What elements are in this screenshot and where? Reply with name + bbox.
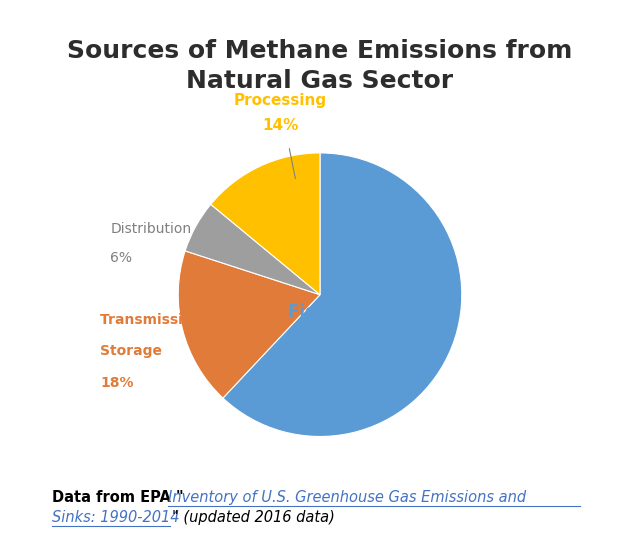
Text: Sinks: 1990-2014: Sinks: 1990-2014: [52, 510, 179, 525]
Wedge shape: [223, 153, 462, 437]
Wedge shape: [211, 153, 320, 295]
Text: Inventory of U.S. Greenhouse Gas Emissions and: Inventory of U.S. Greenhouse Gas Emissio…: [168, 490, 526, 505]
Text: " (updated 2016 data): " (updated 2016 data): [172, 510, 335, 525]
Text: Field Production: Field Production: [289, 302, 442, 321]
Text: Storage: Storage: [100, 344, 162, 358]
Text: Data from EPA ": Data from EPA ": [52, 490, 184, 505]
Text: 62%: 62%: [346, 340, 385, 358]
Text: 6%: 6%: [110, 251, 132, 265]
Text: 14%: 14%: [262, 118, 298, 133]
Text: Transmission and: Transmission and: [100, 313, 237, 327]
Wedge shape: [178, 251, 320, 398]
Text: Distribution: Distribution: [110, 222, 191, 237]
Wedge shape: [185, 204, 320, 295]
Text: Sources of Methane Emissions from
Natural Gas Sector: Sources of Methane Emissions from Natura…: [67, 39, 573, 92]
Text: Processing: Processing: [234, 92, 327, 108]
Text: 18%: 18%: [100, 375, 134, 389]
